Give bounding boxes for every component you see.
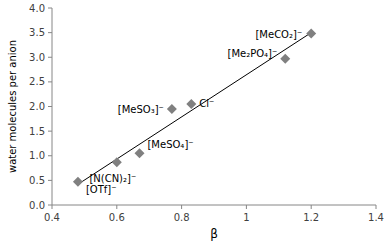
- x-tick-label: 1.2: [303, 212, 319, 223]
- y-tick: [48, 106, 52, 107]
- x-tick: [52, 205, 53, 209]
- x-tick-label: 0.4: [44, 212, 60, 223]
- point: [73, 177, 83, 187]
- y-tick-label: 1.5: [29, 126, 45, 137]
- point-label: [MeSO₄]⁻: [147, 139, 193, 150]
- point-label: [Me₂PO₄]⁻: [227, 48, 277, 59]
- point-label: [MeSO₃]⁻: [118, 104, 164, 115]
- y-tick-label: 3.5: [29, 27, 45, 38]
- point: [167, 104, 177, 114]
- y-axis-title: water molecules per anion: [7, 40, 18, 173]
- x-tick: [246, 205, 247, 209]
- x-tick-label: 1.4: [368, 212, 384, 223]
- point: [134, 148, 144, 158]
- y-tick: [48, 180, 52, 181]
- y-tick-label: 2.5: [29, 76, 45, 87]
- x-tick: [181, 205, 182, 209]
- x-tick-label: 1: [243, 212, 249, 223]
- y-tick-label: 0.0: [29, 200, 45, 211]
- point-label: Cl⁻: [199, 98, 214, 109]
- point: [280, 54, 290, 64]
- y-tick-label: 0.5: [29, 175, 45, 186]
- y-tick: [48, 155, 52, 156]
- point-label: [N(CN)₂]⁻: [89, 173, 136, 184]
- point-labels: [OTf]⁻[N(CN)₂]⁻ [MeSO₄]⁻ [MeSO₃]⁻ Cl⁻ [Me₂PO…: [86, 29, 302, 195]
- y-tick: [48, 131, 52, 132]
- chart: 0.0 0.5 1.0 1.5 2.0 2.5 3.0 3.5 4.0 0.4 0.6 0.8 1 1.2…: [0, 0, 392, 245]
- y-tick-label: 1.0: [29, 150, 45, 161]
- y-tick: [48, 81, 52, 82]
- x-tick: [116, 205, 117, 209]
- point-label: [OTf]⁻: [86, 184, 117, 195]
- x-tick-label: 0.8: [174, 212, 190, 223]
- y-tick-label: 4.0: [29, 3, 45, 14]
- y-tick: [48, 8, 52, 9]
- x-tick: [311, 205, 312, 209]
- plot-area: [73, 29, 316, 187]
- point: [306, 29, 316, 39]
- y-tick: [48, 205, 52, 206]
- y-tick: [48, 32, 52, 33]
- y-tick-label: 3.0: [29, 52, 45, 63]
- point: [186, 99, 196, 109]
- x-axis-title: β: [210, 227, 218, 241]
- y-tick: [48, 57, 52, 58]
- x-tick-label: 0.6: [109, 212, 125, 223]
- point-label: [MeCO₂]⁻: [255, 29, 302, 40]
- point: [112, 157, 122, 167]
- x-axis: [52, 205, 376, 206]
- trend-line: [78, 33, 311, 185]
- y-tick-label: 2.0: [29, 101, 45, 112]
- x-tick: [376, 205, 377, 209]
